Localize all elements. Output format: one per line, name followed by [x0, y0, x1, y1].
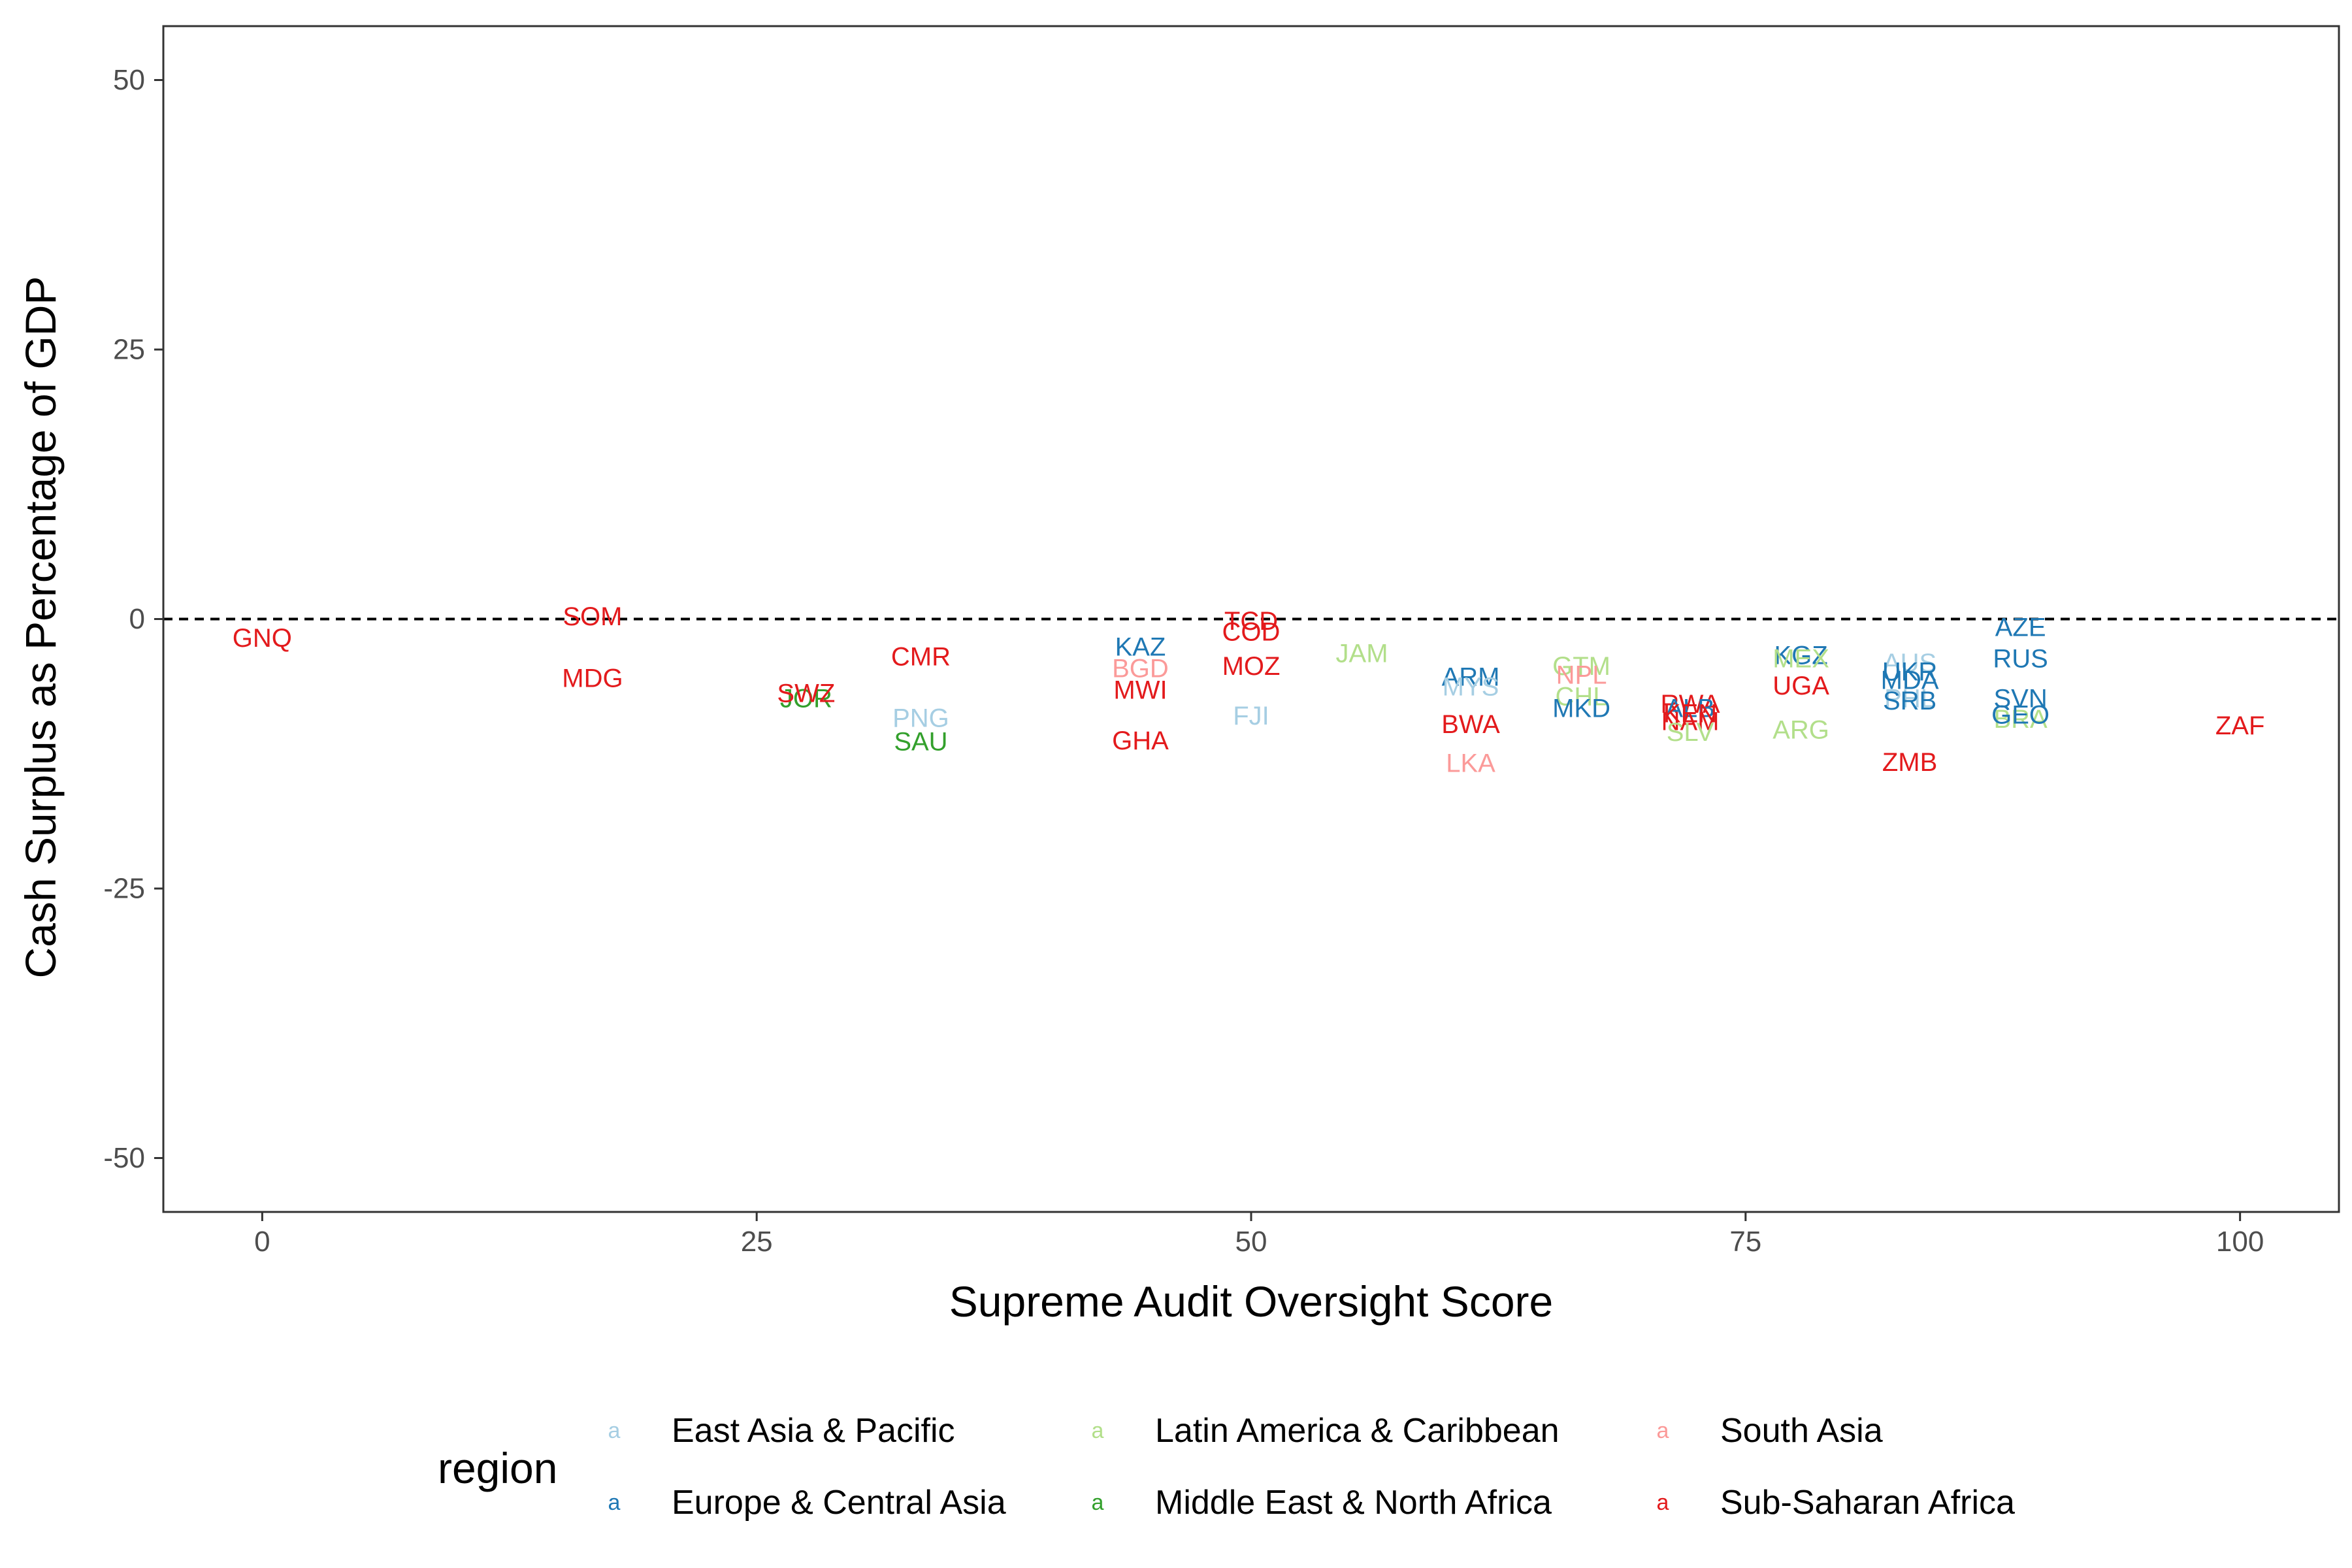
point-label-mex: MEX: [1772, 645, 1829, 674]
point-label-bgd: BGD: [1112, 654, 1169, 683]
axes: 0 25 50 75 100 50 25 0 -25 -50: [103, 25, 2340, 1258]
point-label-svn: SVN: [1993, 685, 2047, 713]
legend-key: a: [1092, 1490, 1104, 1515]
point-label-bra: BRA: [1993, 705, 2048, 734]
point-label-chl: CHL: [1556, 682, 1608, 711]
point-label-nam: NAM: [1661, 707, 1720, 736]
y-axis-title: Cash Surplus as Percentage of GDP: [16, 276, 65, 979]
point-label-mwi: MWI: [1113, 676, 1167, 704]
y-tick-label: 25: [113, 334, 145, 366]
x-axis-title: Supreme Audit Oversight Score: [949, 1277, 1553, 1326]
legend-entry-label: Latin America & Caribbean: [1155, 1412, 1560, 1450]
point-label-jor: JOR: [780, 685, 832, 713]
legend-entry-label: South Asia: [1720, 1412, 1883, 1450]
legend-key: a: [1092, 1418, 1104, 1443]
point-label-som: SOM: [563, 602, 622, 631]
point-label-ken: KEN: [1663, 700, 1717, 728]
x-tick-label: 50: [1235, 1226, 1267, 1258]
point-label-aus: AUS: [1883, 649, 1936, 678]
point-label-geo: GEO: [1991, 700, 2050, 729]
point-label-npl: NPL: [1556, 661, 1607, 689]
point-label-png: PNG: [892, 704, 949, 732]
point-label-zaf: ZAF: [2215, 711, 2265, 740]
point-label-rwa: RWA: [1660, 690, 1720, 719]
point-label-moz: MOZ: [1222, 652, 1281, 681]
point-label-slv: SLV: [1667, 718, 1714, 747]
x-tick-label: 75: [1729, 1226, 1761, 1258]
point-label-gha: GHA: [1112, 727, 1169, 755]
point-label-mda: MDA: [1881, 666, 1939, 695]
point-label-phl: PHL: [1884, 685, 1935, 713]
point-label-bwa: BWA: [1441, 710, 1500, 739]
point-label-alb: ALB: [1665, 694, 1715, 723]
point-label-kgz: KGZ: [1774, 642, 1827, 670]
point-label-rus: RUS: [1993, 645, 2048, 674]
legend-entry-label: Europe & Central Asia: [672, 1484, 1006, 1522]
legend-title: region: [438, 1444, 557, 1492]
legend: region a East Asia & Pacific a Europe & Cen…: [438, 1412, 2015, 1522]
point-label-mdg: MDG: [562, 664, 623, 693]
point-label-mkd: MKD: [1552, 694, 1610, 723]
point-label-arm: ARM: [1442, 663, 1500, 692]
plot-area: GNQSOMMDGJORSWZCMRPNGSAUKAZBGDMWIGHATCDC…: [163, 602, 2339, 778]
y-tick-label: -50: [103, 1142, 145, 1174]
point-label-srb: SRB: [1883, 687, 1936, 715]
point-label-ukr: UKR: [1882, 657, 1937, 686]
point-label-kaz: KAZ: [1115, 632, 1166, 661]
point-label-fji: FJI: [1233, 702, 1269, 730]
legend-entry-label: East Asia & Pacific: [672, 1412, 955, 1450]
point-label-mys: MYS: [1443, 672, 1499, 701]
x-tick-label: 25: [741, 1226, 773, 1258]
point-label-aze: AZE: [1995, 613, 2046, 642]
point-label-jam: JAM: [1336, 639, 1388, 668]
legend-key: a: [1657, 1418, 1669, 1443]
point-label-lka: LKA: [1446, 749, 1495, 778]
y-tick-label: 0: [129, 603, 145, 635]
point-label-gnq: GNQ: [233, 624, 292, 653]
legend-entry-label: Sub-Saharan Africa: [1720, 1484, 2015, 1522]
point-label-zmb: ZMB: [1882, 748, 1937, 777]
legend-key: a: [1657, 1490, 1669, 1515]
legend-key: a: [608, 1418, 621, 1443]
point-label-cod: COD: [1222, 617, 1281, 646]
y-tick-label: -25: [103, 873, 145, 905]
legend-key: a: [608, 1490, 621, 1515]
point-label-arg: ARG: [1772, 715, 1829, 744]
x-tick-label: 100: [2216, 1226, 2264, 1258]
point-label-gtm: GTM: [1552, 652, 1610, 681]
point-label-cmr: CMR: [891, 642, 951, 671]
point-label-uga: UGA: [1772, 672, 1829, 700]
y-tick-label: 50: [113, 64, 145, 96]
legend-entry-label: Middle East & North Africa: [1155, 1484, 1552, 1522]
point-label-swz: SWZ: [777, 679, 835, 708]
point-label-tcd: TCD: [1224, 607, 1278, 636]
x-tick-label: 0: [254, 1226, 270, 1258]
point-label-sau: SAU: [894, 728, 947, 757]
